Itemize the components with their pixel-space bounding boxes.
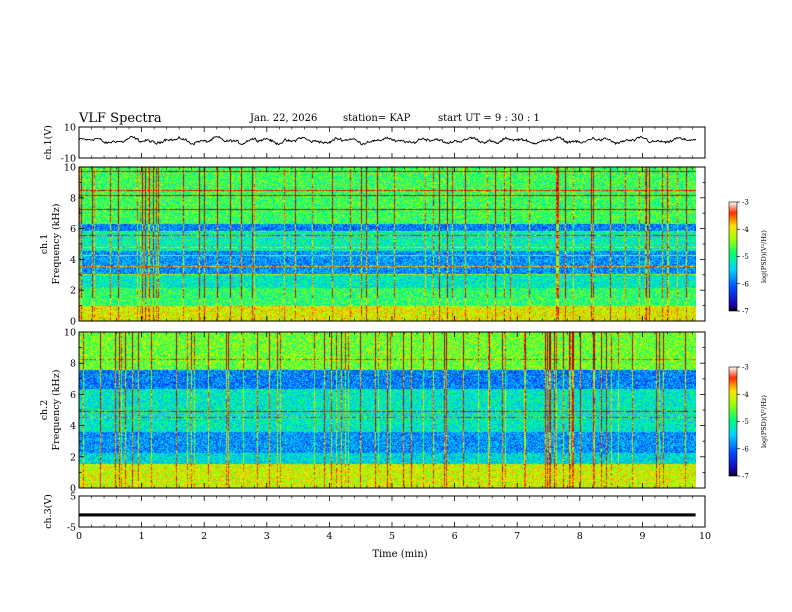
ch2-spectrogram-panel: 0 2 4 6 8 10 ch.2 Frequency (kHz) <box>39 328 706 495</box>
colorbar2-label: log(PSD)(V²/Hz) <box>760 395 768 448</box>
ch2-colorbar: -3 -4 -5 -6 -7 log(PSD)(V²/Hz) <box>728 364 768 481</box>
ch1-spectrogram-ytick-label: 2 <box>70 286 76 297</box>
colorbar1-label: log(PSD)(V²/Hz) <box>760 230 768 283</box>
ch1-colorbar: -3 -4 -5 -6 -7 log(PSD)(V²/Hz) <box>728 199 768 316</box>
ch2-spectrogram-ytick-label: 4 <box>70 421 76 432</box>
header-station: station= KAP <box>343 113 411 124</box>
colorbar1-tick-label: -5 <box>742 253 749 261</box>
ch1-spectrogram-ytick-label: 4 <box>70 255 76 266</box>
ch1-spectrogram-panel: 0 2 4 6 8 10 ch.1 Frequency (kHz) <box>39 163 706 328</box>
x-tick-label: 8 <box>577 531 583 542</box>
header-date: Jan. 22, 2026 <box>250 113 318 124</box>
header-start-time: start UT = 9 : 30 : 1 <box>438 113 540 124</box>
ch2-spectrogram-ytick-label: 6 <box>70 390 76 401</box>
ch3-waveform-panel: 0 1 2 3 4 5 6 7 8 9 10 5 -5 ch.3(V) Time (min) <box>43 492 711 561</box>
x-tick-label: 5 <box>389 531 395 542</box>
ch2-spectrogram-ytick-label: 2 <box>70 452 76 463</box>
ch1-spectrogram-ytick-label: 8 <box>70 193 76 204</box>
ch1-waveform-line <box>78 135 696 146</box>
ch1-spectrogram-ytick-label: 10 <box>64 163 76 174</box>
x-tick-label: 2 <box>201 531 207 542</box>
colorbar1-tick-label: -7 <box>742 308 749 316</box>
ch1-spectrogram-ylabel-frequency: Frequency (kHz) <box>51 204 62 285</box>
colorbar2-gradient <box>728 366 738 477</box>
ch1-spectrogram-ylabel-channel: ch.1 <box>39 234 50 255</box>
ch2-spectrogram-ytick-label: 10 <box>64 328 76 339</box>
ch1-ylabel: ch.1(V) <box>43 125 54 160</box>
ch3-ylabel: ch.3(V) <box>43 494 54 529</box>
ch1-ytick-label: -10 <box>61 154 76 165</box>
x-tick-label: 3 <box>264 531 270 542</box>
colorbar2-tick-label: -4 <box>742 391 749 399</box>
colorbar1-gradient <box>728 201 738 312</box>
x-tick-label: 7 <box>514 531 520 542</box>
ch3-waveform-band <box>79 513 696 517</box>
x-tick-label: 4 <box>326 531 332 542</box>
colorbar2-tick-label: -7 <box>742 473 749 481</box>
ch1-waveform-panel: 10 -10 ch.1(V) <box>43 123 706 165</box>
ch2-spectrogram-ytick-label: 8 <box>70 359 76 370</box>
ch2-spectrogram-image <box>79 332 696 488</box>
ch1-spectrogram-ytick-label: 6 <box>70 224 76 235</box>
colorbar1-tick-label: -3 <box>742 199 749 207</box>
ch1-spectrogram-ytick-label: 0 <box>70 317 76 328</box>
ch2-spectrogram-ylabel-frequency: Frequency (kHz) <box>51 370 62 451</box>
x-tick-label: 6 <box>452 531 458 542</box>
colorbar1-tick-label: -4 <box>742 226 749 234</box>
colorbar2-tick-label: -3 <box>742 364 749 372</box>
x-tick-label: 10 <box>699 531 711 542</box>
x-tick-label: 9 <box>639 531 645 542</box>
ch1-ytick-label: 10 <box>64 123 76 134</box>
ch2-spectrogram-ylabel-channel: ch.2 <box>39 400 50 421</box>
x-tick-label: 1 <box>139 531 145 542</box>
ch3-ytick-label: 5 <box>70 492 76 503</box>
colorbar1-tick-label: -6 <box>742 280 749 288</box>
ch1-spectrogram-image <box>79 167 696 321</box>
ch3-ytick-label: -5 <box>67 523 76 534</box>
x-axis-label: Time (min) <box>372 549 427 560</box>
ch2-spectrogram-ytick-label: 0 <box>70 484 76 495</box>
colorbar2-tick-label: -5 <box>742 418 749 426</box>
x-tick-label: 0 <box>76 531 82 542</box>
header-title: VLF Spectra <box>79 111 162 126</box>
colorbar2-tick-label: -6 <box>742 445 749 453</box>
